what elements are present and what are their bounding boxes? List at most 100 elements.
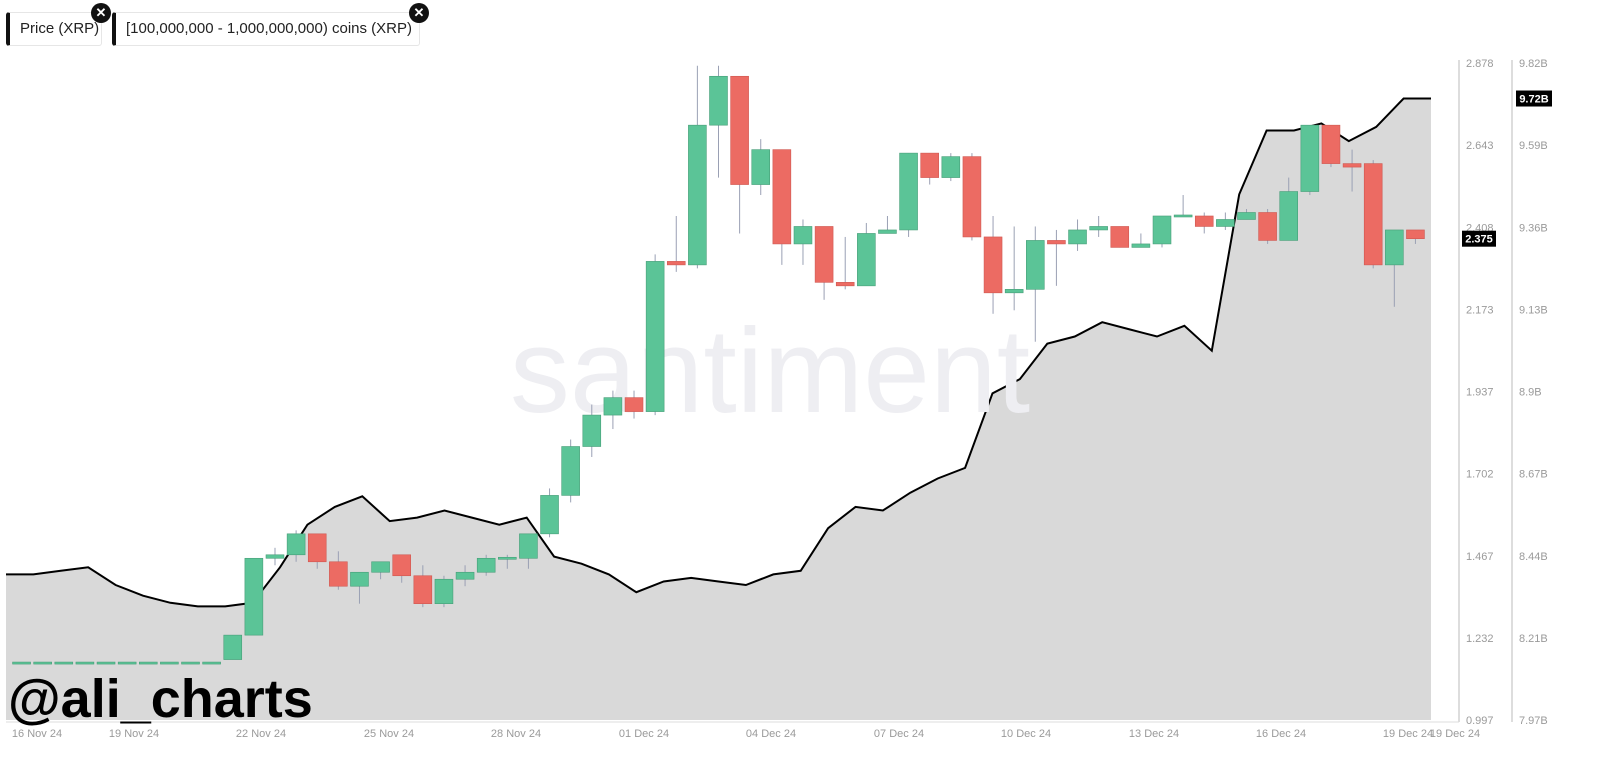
candle bbox=[1173, 195, 1193, 218]
candle-body bbox=[730, 75, 749, 185]
candle bbox=[1363, 160, 1383, 269]
candle-body bbox=[117, 661, 137, 665]
supply-line bbox=[6, 97, 1431, 608]
x-tick-label: 22 Nov 24 bbox=[236, 728, 286, 740]
candle-body bbox=[1363, 163, 1383, 266]
candle bbox=[1300, 124, 1320, 196]
candle bbox=[688, 65, 707, 269]
candle bbox=[75, 661, 95, 665]
candle bbox=[286, 530, 306, 562]
metric-chip-label: Price (XRP) bbox=[20, 20, 100, 37]
candle bbox=[350, 571, 369, 604]
candle bbox=[160, 661, 179, 665]
x-tick-label: 25 Nov 24 bbox=[364, 728, 414, 740]
x-tick-label: 19 Dec 24 bbox=[1383, 728, 1433, 740]
candle bbox=[835, 236, 855, 290]
candle-body bbox=[666, 261, 686, 266]
candle-body bbox=[899, 152, 918, 231]
candle-body bbox=[1068, 229, 1087, 245]
candle bbox=[857, 222, 876, 287]
price-tick-label: 1.702 bbox=[1466, 469, 1494, 481]
candle-body bbox=[455, 571, 475, 580]
candle bbox=[814, 226, 834, 300]
candle bbox=[476, 554, 496, 576]
candle-body bbox=[33, 661, 52, 665]
candle-body bbox=[12, 661, 31, 665]
metric-chip-label: [100,000,000 - 1,000,000,000) coins (XRP… bbox=[126, 20, 413, 37]
candle-body bbox=[350, 571, 369, 587]
candle bbox=[434, 575, 454, 608]
candle bbox=[1342, 149, 1362, 192]
supply-tick-label: 9.13B bbox=[1519, 304, 1548, 316]
supply-tick-label: 9.36B bbox=[1519, 222, 1548, 234]
author-handle: @ali_charts bbox=[8, 669, 313, 729]
candle-body bbox=[54, 661, 74, 665]
candles-layer bbox=[12, 65, 1425, 665]
close-icon[interactable]: ✕ bbox=[91, 3, 111, 23]
supply-tick-label: 9.82B bbox=[1519, 58, 1548, 70]
candle-body bbox=[645, 261, 665, 412]
candle-body bbox=[139, 661, 158, 665]
candle bbox=[96, 661, 116, 665]
x-tick-label: 16 Nov 24 bbox=[12, 728, 62, 740]
candle-body bbox=[371, 561, 390, 573]
candle-body bbox=[1131, 243, 1151, 248]
candle-body bbox=[1194, 215, 1214, 227]
metric-chip-supply[interactable]: [100,000,000 - 1,000,000,000) coins (XRP… bbox=[112, 3, 429, 46]
candle-body bbox=[265, 554, 285, 559]
candle bbox=[33, 661, 52, 665]
candle-body bbox=[709, 75, 728, 126]
candle-body bbox=[814, 226, 834, 283]
price-tick-label: 1.467 bbox=[1466, 551, 1494, 563]
candle bbox=[1026, 226, 1045, 342]
candle bbox=[561, 439, 580, 503]
x-tick-label: 19 Nov 24 bbox=[109, 728, 159, 740]
metric-chip-price[interactable]: Price (XRP) ✕ bbox=[6, 3, 111, 46]
candle bbox=[12, 661, 31, 665]
candle bbox=[1047, 229, 1066, 286]
candle-body bbox=[793, 226, 813, 245]
price-tick-label: 1.937 bbox=[1466, 387, 1494, 399]
candle bbox=[1004, 226, 1024, 311]
candle bbox=[920, 152, 939, 185]
supply-tick-label: 8.21B bbox=[1519, 633, 1548, 645]
candle bbox=[265, 547, 285, 566]
candle-body bbox=[983, 236, 1003, 294]
candle bbox=[54, 661, 74, 665]
candle bbox=[1406, 229, 1425, 244]
price-tick-label: 2.173 bbox=[1466, 304, 1494, 316]
candle bbox=[751, 139, 771, 196]
candle bbox=[941, 153, 961, 182]
candle-body bbox=[1089, 226, 1108, 231]
candle-body bbox=[1321, 124, 1341, 164]
candle-body bbox=[751, 149, 771, 185]
candle-body bbox=[1047, 240, 1066, 245]
candle bbox=[603, 390, 623, 430]
candle bbox=[1110, 226, 1130, 248]
candle bbox=[730, 75, 749, 234]
candle bbox=[793, 219, 813, 265]
candle-body bbox=[223, 634, 243, 660]
candle bbox=[139, 661, 158, 665]
candle-body bbox=[941, 156, 961, 178]
candle bbox=[666, 215, 686, 272]
candle-body bbox=[688, 124, 707, 266]
x-tick-label: 19 Dec 24 bbox=[1430, 728, 1480, 740]
candle-body bbox=[1237, 212, 1256, 220]
supply-area-layer bbox=[6, 97, 1431, 720]
candle bbox=[1321, 124, 1341, 168]
candle-body bbox=[160, 661, 179, 665]
candle bbox=[624, 390, 644, 419]
x-tick-label: 07 Dec 24 bbox=[874, 728, 924, 740]
price-current-label: 2.375 bbox=[1465, 234, 1493, 246]
candle-body bbox=[476, 557, 496, 573]
candle bbox=[1279, 177, 1298, 241]
close-icon[interactable]: ✕ bbox=[409, 3, 429, 23]
candle-body bbox=[962, 156, 982, 238]
candle-body bbox=[1300, 124, 1320, 192]
candle-body bbox=[1406, 229, 1425, 239]
candle-body bbox=[835, 282, 855, 287]
candle bbox=[244, 557, 264, 636]
candle-body bbox=[772, 149, 792, 245]
